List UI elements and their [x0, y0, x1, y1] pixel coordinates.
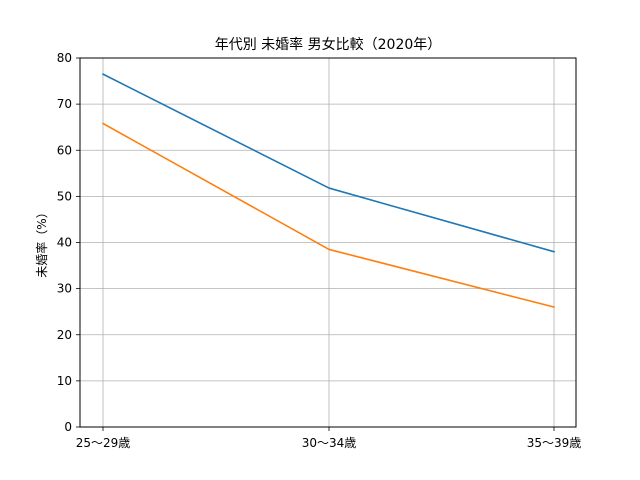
y-tick-label: 10: [57, 374, 72, 388]
y-tick-label: 20: [57, 328, 72, 342]
series-line-2: [101, 122, 555, 309]
axis-ticks: 0 10 20 30 40 50 60 70 80 25〜29歳 30〜34歳 35〜39歳: [57, 51, 582, 450]
x-tick-label: 30〜34歳: [302, 436, 357, 450]
series-line-1: [101, 73, 555, 253]
y-tick-label: 0: [64, 420, 72, 434]
y-tick-label: 40: [57, 236, 72, 250]
series-lines: [101, 73, 555, 309]
y-tick-label: 60: [57, 143, 72, 157]
grid-lines: [80, 57, 576, 428]
x-tick-label: 25〜29歳: [76, 436, 131, 450]
y-tick-label: 50: [57, 189, 72, 203]
y-tick-label: 70: [57, 97, 72, 111]
chart-title: 年代別 未婚率 男女比較（2020年）: [215, 36, 442, 53]
y-tick-label: 80: [57, 51, 72, 65]
y-tick-label: 30: [57, 282, 72, 296]
x-tick-label: 35〜39歳: [527, 436, 582, 450]
y-axis-label: 未婚率（%）: [34, 206, 49, 277]
